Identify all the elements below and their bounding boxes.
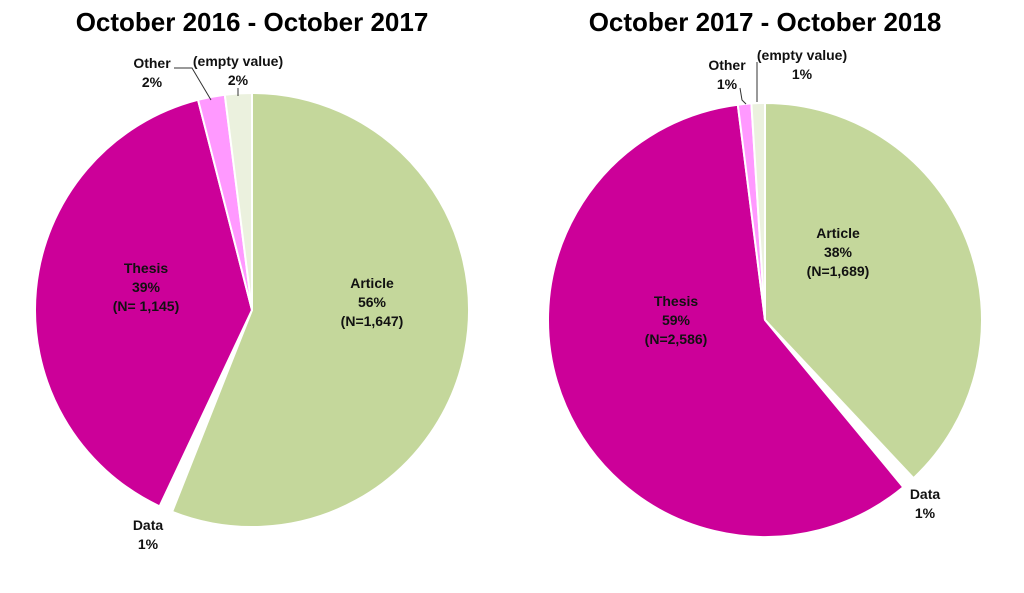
- pie1-label-empty-value-line2: 2%: [228, 72, 249, 88]
- pie2-label-article-line1: Article: [816, 225, 860, 241]
- pie1-label-article: Article 56% (N=1,647): [341, 275, 404, 329]
- pie2-label-data-line2: 1%: [915, 505, 936, 521]
- pie1-label-other-line2: 2%: [142, 74, 163, 90]
- pie2-label-other: Other 1%: [708, 57, 746, 92]
- pie2-label-thesis-line2: 59%: [662, 312, 691, 328]
- pie2-label-thesis-line3: (N=2,586): [645, 331, 708, 347]
- pie2-leader-other: [739, 87, 747, 105]
- chart-title-1: October 2016 - October 2017: [76, 7, 429, 37]
- pie2-slice-data: [773, 329, 925, 500]
- pie2-label-empty-value-line2: 1%: [792, 66, 813, 82]
- pie2-label-data: Data 1%: [910, 486, 941, 521]
- pie2-label-thesis-line1: Thesis: [654, 293, 699, 309]
- pie1-slice-data: [152, 322, 248, 526]
- pie1-label-data-line1: Data: [133, 517, 164, 533]
- pie2-slice-article: [764, 101, 983, 480]
- pie1-label-thesis-line1: Thesis: [124, 260, 169, 276]
- pie2-slice-empty-value: [750, 101, 766, 321]
- pie2-label-data-line1: Data: [910, 486, 941, 502]
- pie1-label-thesis-line2: 39%: [132, 279, 161, 295]
- pie1-slice-article: [170, 91, 470, 528]
- pie2-label-thesis: Thesis 59% (N=2,586): [645, 293, 708, 347]
- pie1-label-other: Other 2%: [133, 55, 171, 90]
- pie2-label-empty-value: (empty value) 1%: [757, 47, 847, 82]
- pie1-label-article-line1: Article: [350, 275, 394, 291]
- pie1-label-article-line3: (N=1,647): [341, 313, 404, 329]
- pie2-label-empty-value-line1: (empty value): [757, 47, 847, 63]
- pie1-slice-thesis: [34, 98, 254, 508]
- pie2-label-article-line3: (N=1,689): [807, 263, 870, 279]
- pie2-label-other-line2: 1%: [717, 76, 738, 92]
- pie1-label-empty-value-line1: (empty value): [193, 53, 283, 69]
- pie1-leader-other: [174, 67, 212, 101]
- pie2-slice-thesis: [547, 103, 905, 538]
- pie1-label-article-line2: 56%: [358, 294, 387, 310]
- chart-title-2: October 2017 - October 2018: [589, 7, 942, 37]
- pie1-label-other-line1: Other: [133, 55, 171, 71]
- pie1-label-empty-value: (empty value) 2%: [193, 53, 283, 88]
- pie2-label-other-line1: Other: [708, 57, 746, 73]
- pie1-label-data-line2: 1%: [138, 536, 159, 552]
- pie1-label-thesis-line3: (N= 1,145): [113, 298, 180, 314]
- pie2-label-article-line2: 38%: [824, 244, 853, 260]
- pie1-label-data: Data 1%: [133, 517, 164, 552]
- pie1-label-thesis: Thesis 39% (N= 1,145): [113, 260, 180, 314]
- pie2-label-article: Article 38% (N=1,689): [807, 225, 870, 279]
